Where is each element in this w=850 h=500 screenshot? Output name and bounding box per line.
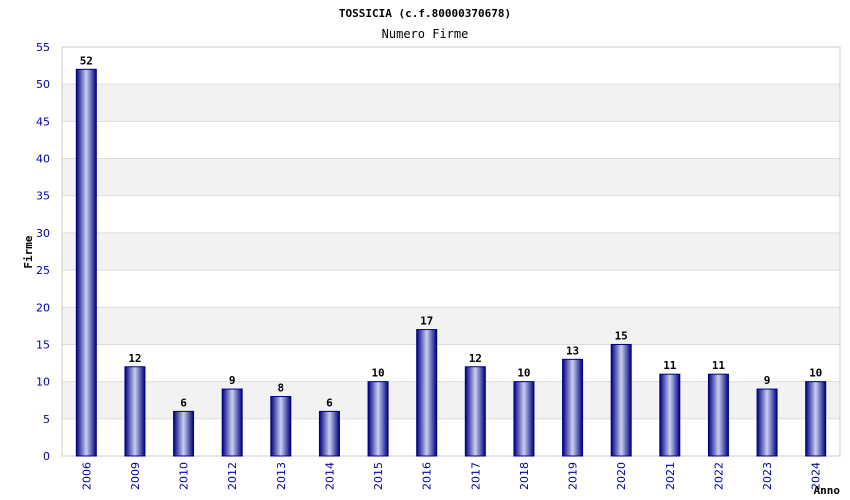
bar-value-label: 10	[517, 367, 530, 380]
x-tick-label: 2019	[567, 462, 580, 490]
bar-value-label: 9	[764, 374, 771, 387]
bar-value-label: 10	[809, 367, 822, 380]
x-tick-label: 2024	[810, 462, 823, 490]
bar-value-label: 17	[420, 315, 433, 328]
x-axis-ticks: 2006 2009 2010 2012 2013 2014 2015 2016 2017 2018…	[80, 462, 822, 490]
y-tick-label: 20	[36, 301, 50, 314]
bar-value-label: 13	[566, 344, 579, 357]
y-tick-label: 30	[36, 227, 50, 240]
x-tick-label: 2017	[469, 462, 482, 490]
x-tick-label: 2020	[615, 462, 628, 490]
bar-value-label: 6	[180, 396, 187, 409]
bar	[124, 366, 146, 457]
bar-value-label: 9	[229, 374, 236, 387]
bar	[659, 373, 681, 457]
x-tick-label: 2006	[80, 462, 93, 490]
y-tick-label: 50	[36, 78, 50, 91]
bar	[513, 381, 535, 457]
x-tick-label: 2016	[421, 462, 434, 490]
y-tick-label: 15	[36, 338, 50, 351]
grid-band	[62, 232, 840, 271]
grid-band	[62, 307, 840, 345]
grid-band	[62, 47, 840, 85]
grid-band	[62, 158, 840, 196]
bar-value-label: 8	[278, 382, 285, 395]
bar	[562, 358, 584, 457]
x-tick-label: 2012	[226, 462, 239, 490]
bar	[756, 388, 778, 457]
plot-frame	[61, 46, 841, 457]
x-axis-label: Anno	[814, 484, 841, 497]
bar-value-label: 15	[615, 329, 628, 342]
y-tick-label: 10	[36, 376, 50, 389]
bar-value-label: 6	[326, 396, 333, 409]
chart-title: TOSSICIA (c.f.80000370678)	[339, 7, 511, 20]
x-tick-label: 2023	[761, 462, 774, 490]
y-tick-label: 5	[43, 413, 50, 426]
y-tick-label: 35	[36, 190, 50, 203]
bar	[221, 388, 243, 457]
bar	[707, 373, 729, 457]
x-tick-label: 2015	[372, 462, 385, 490]
grid-lines	[61, 46, 841, 457]
bar-value-label: 11	[663, 359, 677, 372]
bar	[75, 68, 97, 457]
x-tick-label: 2009	[129, 462, 142, 490]
y-axis-label: Firme	[22, 235, 35, 268]
bar	[610, 343, 632, 457]
bar	[416, 329, 438, 457]
y-tick-label: 45	[36, 115, 50, 128]
y-tick-label: 25	[36, 264, 50, 277]
bars: 52 12 6 9 8 6 10 17 12 10 13 15 11 11 9 10	[75, 54, 827, 457]
chart-subtitle: Numero Firme	[382, 27, 469, 41]
x-tick-label: 2021	[664, 462, 677, 490]
bar	[464, 366, 486, 457]
x-tick-label: 2014	[323, 462, 336, 490]
bar	[270, 396, 292, 457]
grid-band	[62, 84, 840, 122]
bar	[805, 381, 827, 457]
grid-band	[62, 121, 840, 159]
y-tick-label: 0	[43, 450, 50, 463]
grid-band	[62, 195, 840, 233]
y-tick-label: 40	[36, 153, 50, 166]
bar-value-label: 12	[128, 352, 141, 365]
y-axis-ticks: 0 5 10 15 20 25 30 35 40 45 50 55	[36, 41, 50, 463]
x-tick-label: 2022	[712, 462, 725, 490]
bar-value-label: 12	[469, 352, 482, 365]
bar	[367, 381, 389, 457]
bar-value-label: 10	[371, 367, 384, 380]
bar-value-label: 11	[712, 359, 726, 372]
grid-band	[62, 270, 840, 308]
y-tick-label: 55	[36, 41, 50, 54]
x-tick-label: 2018	[518, 462, 531, 490]
x-tick-label: 2010	[178, 462, 191, 490]
bar	[173, 410, 195, 457]
bar	[318, 410, 340, 457]
x-tick-label: 2013	[275, 462, 288, 490]
bar-value-label: 52	[80, 54, 93, 67]
